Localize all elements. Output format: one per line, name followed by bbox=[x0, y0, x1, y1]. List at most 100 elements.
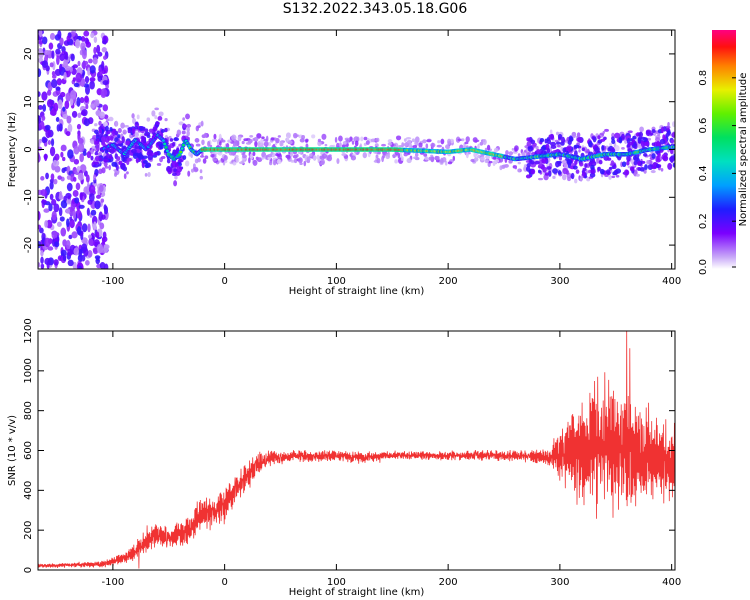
spectral-halo bbox=[440, 157, 444, 164]
spectral-halo bbox=[428, 156, 433, 161]
spectral-blob bbox=[65, 239, 71, 250]
spectral-halo bbox=[479, 156, 486, 161]
spectral-halo bbox=[436, 144, 442, 148]
spectral-halo bbox=[408, 142, 412, 149]
spectral-blob bbox=[50, 138, 55, 147]
spectral-halo bbox=[349, 136, 353, 142]
spectral-halo bbox=[440, 138, 445, 145]
spectral-blob bbox=[173, 137, 179, 142]
spectral-halo bbox=[492, 156, 497, 160]
spectral-blob bbox=[70, 89, 77, 100]
spectral-blob bbox=[131, 127, 136, 135]
spectral-blob bbox=[610, 160, 615, 166]
spectral-halo bbox=[479, 141, 484, 146]
spectral-blob bbox=[69, 97, 74, 106]
spectral-halo bbox=[218, 133, 222, 141]
bot-xtick-label: 100 bbox=[327, 577, 346, 588]
spectral-blob bbox=[607, 147, 611, 152]
spectral-halo bbox=[370, 138, 376, 143]
spectral-blob bbox=[40, 263, 45, 269]
spectral-halo bbox=[267, 153, 272, 158]
spectral-halo bbox=[254, 140, 258, 148]
spectral-blob bbox=[44, 237, 51, 248]
spectrogram-marks bbox=[38, 30, 675, 269]
spectral-blob bbox=[667, 162, 673, 170]
spectral-blob bbox=[55, 86, 61, 91]
spectral-halo bbox=[160, 156, 166, 159]
spectral-halo bbox=[203, 132, 208, 138]
spectral-blob bbox=[649, 132, 654, 136]
spectral-blob bbox=[53, 178, 58, 185]
spectral-halo bbox=[360, 136, 364, 142]
spectral-blob bbox=[135, 121, 139, 125]
spectral-halo bbox=[351, 140, 355, 145]
spectral-blob bbox=[66, 218, 70, 228]
spectral-halo bbox=[639, 126, 644, 133]
spectral-blob bbox=[626, 160, 630, 166]
spectral-blob bbox=[177, 158, 183, 163]
spectral-blob bbox=[95, 231, 100, 239]
spectral-halo bbox=[301, 134, 306, 140]
spectral-blob bbox=[48, 42, 54, 50]
spectral-blob bbox=[632, 135, 637, 140]
spectral-blob bbox=[108, 155, 113, 160]
spectral-halo bbox=[405, 136, 412, 140]
spectral-halo bbox=[174, 175, 178, 180]
spectral-blob bbox=[79, 97, 85, 103]
spectral-halo bbox=[465, 145, 469, 148]
spectral-halo bbox=[672, 121, 675, 128]
spectral-blob bbox=[665, 132, 670, 137]
spectral-halo bbox=[363, 136, 368, 141]
spectral-blob bbox=[79, 192, 83, 201]
spectral-blob bbox=[88, 234, 92, 239]
spectral-blob bbox=[44, 257, 51, 266]
spectral-blob bbox=[579, 161, 584, 167]
spectral-halo bbox=[492, 160, 496, 167]
spectral-blob bbox=[142, 160, 148, 164]
spectral-blob bbox=[645, 130, 651, 137]
spectral-blob bbox=[546, 166, 552, 170]
spectral-halo bbox=[299, 138, 305, 143]
spectral-blob bbox=[38, 210, 41, 221]
spectral-halo bbox=[505, 150, 509, 156]
spectral-blob bbox=[530, 139, 536, 145]
spectral-halo bbox=[375, 137, 380, 143]
spectral-blob bbox=[74, 197, 80, 204]
spectral-blob bbox=[597, 135, 601, 140]
spectral-blob bbox=[606, 157, 612, 161]
spectral-blob bbox=[46, 98, 54, 108]
spectral-halo bbox=[321, 133, 327, 140]
spectral-halo bbox=[299, 162, 303, 166]
spectral-blob bbox=[611, 139, 616, 145]
spectral-ridge bbox=[672, 145, 675, 149]
spectral-halo bbox=[193, 166, 199, 173]
spectral-halo bbox=[147, 172, 151, 178]
spectral-blob bbox=[557, 170, 562, 175]
spectral-blob bbox=[117, 134, 121, 139]
spectral-blob bbox=[530, 160, 535, 165]
spectral-blob bbox=[534, 160, 540, 165]
spectral-halo bbox=[306, 156, 311, 161]
spectral-blob bbox=[87, 67, 91, 76]
spectral-halo bbox=[517, 153, 521, 157]
spectral-halo bbox=[562, 159, 568, 166]
spectral-blob bbox=[60, 227, 67, 237]
spectral-halo bbox=[346, 138, 349, 143]
spectral-halo bbox=[126, 171, 129, 175]
spectral-blob bbox=[86, 207, 90, 217]
spectral-blob bbox=[43, 208, 50, 213]
spectral-blob bbox=[599, 168, 605, 175]
spectral-blob bbox=[66, 199, 72, 205]
spectral-halo bbox=[293, 158, 298, 164]
spectral-halo bbox=[486, 144, 491, 151]
spectral-blob bbox=[72, 190, 79, 197]
spectral-blob bbox=[65, 92, 72, 102]
spectral-halo bbox=[117, 128, 122, 134]
spectral-halo bbox=[207, 140, 211, 147]
spectral-halo bbox=[195, 143, 201, 147]
spectral-blob bbox=[61, 167, 66, 174]
spectral-halo bbox=[482, 138, 487, 146]
spectral-blob bbox=[588, 140, 593, 148]
colorbar-tick-label: 0.0 bbox=[698, 259, 709, 275]
